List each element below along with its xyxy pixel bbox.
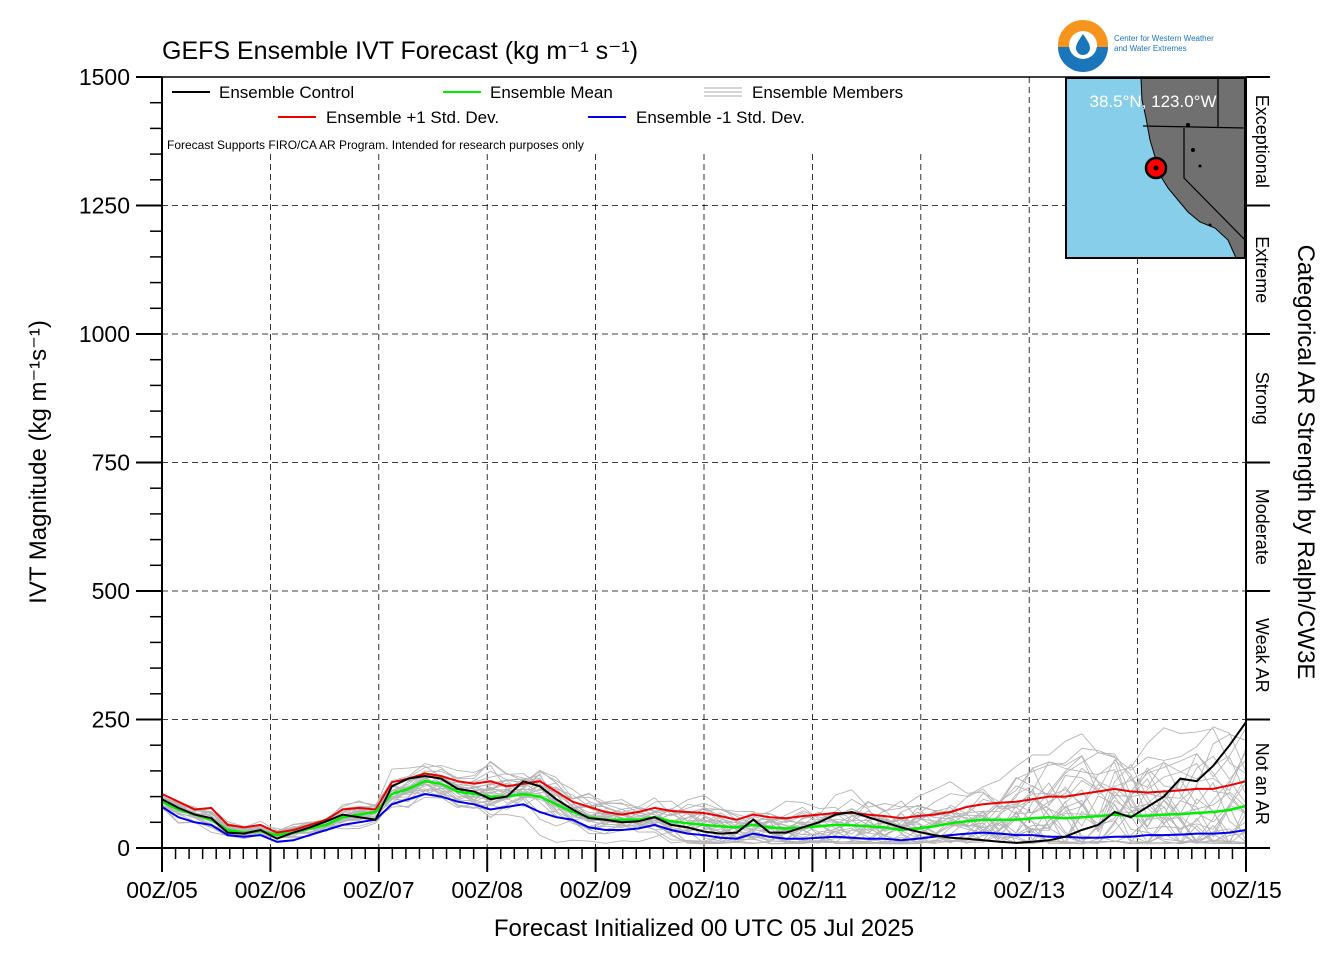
ensemble-plus-std-line: [162, 772, 1246, 834]
x-tick-label-8: 00Z/13: [993, 877, 1065, 903]
inset-lake-4: [1208, 223, 1212, 227]
research-note: Forecast Supports FIRO/CA AR Program. In…: [167, 138, 584, 152]
category-label-exceptional: Exceptional: [1252, 95, 1272, 188]
x-tick-label-4: 00Z/09: [560, 877, 632, 903]
ensemble-control-line: [162, 721, 1246, 844]
x-tick-label-10: 00Z/15: [1210, 877, 1282, 903]
inset-location-dot: [1153, 165, 1159, 171]
legend-label-members: Ensemble Members: [752, 83, 903, 102]
chart-title: GEFS Ensemble IVT Forecast (kg m⁻¹ s⁻¹): [162, 37, 638, 65]
y-tick-label-0: 0: [117, 835, 130, 861]
legend: Ensemble Control Ensemble Mean Ensemble …: [167, 83, 903, 152]
x-tick-label-1: 00Z/06: [235, 877, 307, 903]
series-lines: [162, 721, 1246, 844]
ensemble-member-15: [162, 782, 1246, 845]
y-axis-label: IVT Magnitude (kg m⁻¹s⁻¹): [25, 320, 52, 604]
y-tick-label-1500: 1500: [79, 64, 130, 90]
category-label-weak-ar: Weak AR: [1252, 618, 1272, 693]
y-tick-label-750: 750: [92, 450, 130, 476]
logo-text-line-2: and Water Extremes: [1114, 44, 1187, 53]
ensemble-member-20: [162, 780, 1246, 845]
x-tick-label-2: 00Z/07: [343, 877, 415, 903]
logo-water: [1058, 47, 1108, 72]
cw3e-logo: Center for Western Weather and Water Ext…: [1058, 20, 1214, 72]
ensemble-mean-line: [162, 779, 1246, 837]
inset-state-borders: [1142, 78, 1246, 241]
inset-lake-1: [1186, 123, 1190, 127]
x-tick-labels: 00Z/05 00Z/06 00Z/07 00Z/08 00Z/09 00Z/10 00Z/…: [126, 877, 1282, 903]
legend-label-control: Ensemble Control: [219, 83, 354, 102]
inset-lake-3: [1198, 164, 1202, 168]
legend-swatch-members: [704, 87, 742, 97]
x-axis-label: Forecast Initialized 00 UTC 05 Jul 2025: [494, 915, 914, 942]
y-tick-label-500: 500: [92, 578, 130, 604]
grid-lines: [162, 77, 1246, 848]
y-tick-label-1000: 1000: [79, 321, 130, 347]
legend-label-minus-std: Ensemble -1 Std. Dev.: [636, 108, 805, 127]
x-tick-label-5: 00Z/10: [668, 877, 740, 903]
logo-text-line-1: Center for Western Weather: [1114, 34, 1214, 43]
inset-coordinates: 38.5°N, 123.0°W: [1090, 92, 1217, 111]
category-label-strong: Strong: [1252, 372, 1272, 425]
category-label-extreme: Extreme: [1252, 236, 1272, 303]
ar-category-labels: Not an AR Weak AR Moderate Strong Extreme Exc…: [1252, 95, 1272, 825]
y-tick-labels: 0 250 500 750 1000 1250 1500: [79, 64, 130, 861]
x-tick-label-6: 00Z/11: [777, 877, 847, 903]
location-inset-map: 38.5°N, 123.0°W: [1065, 77, 1246, 259]
y-tick-label-250: 250: [92, 707, 130, 733]
inset-lake-2: [1191, 148, 1195, 152]
category-label-moderate: Moderate: [1252, 489, 1272, 565]
y-tick-label-1250: 1250: [79, 193, 130, 219]
legend-label-plus-std: Ensemble +1 Std. Dev.: [326, 108, 499, 127]
x-tick-label-9: 00Z/14: [1102, 877, 1174, 903]
right-axis-label: Categorical AR Strength by Ralph/CW3E: [1292, 245, 1319, 680]
x-tick-label-7: 00Z/12: [885, 877, 957, 903]
x-tick-label-3: 00Z/08: [451, 877, 523, 903]
category-label-not-an-ar: Not an AR: [1252, 743, 1272, 825]
ensemble-member-27: [162, 763, 1246, 844]
x-tick-label-0: 00Z/05: [126, 877, 198, 903]
logo-drop-icon: [1076, 34, 1090, 55]
legend-label-mean: Ensemble Mean: [490, 83, 613, 102]
inset-frame: [1065, 77, 1246, 259]
